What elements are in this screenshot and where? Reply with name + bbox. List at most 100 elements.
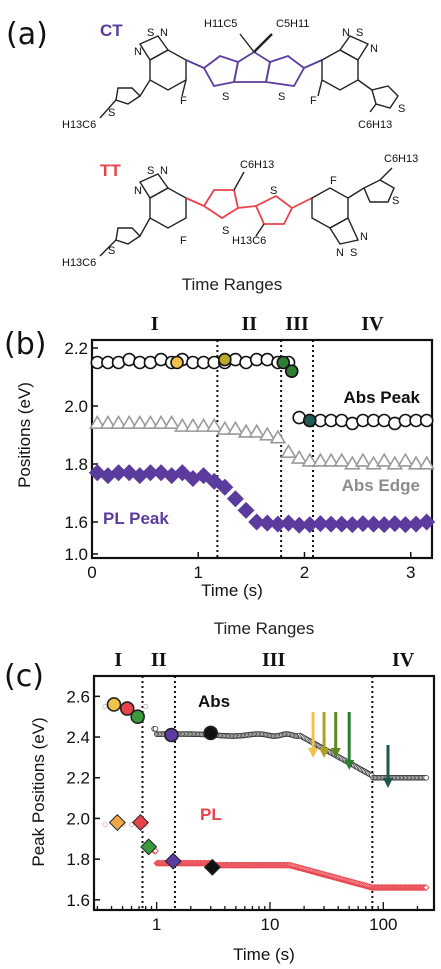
tt-s-left: S [147,165,154,177]
highlight-point [170,355,184,370]
panel-b-xtick-label: 1 [194,563,203,582]
panel-b-series-abs-peak [90,352,434,431]
data-point [205,472,223,490]
panel-b-xtick-label: 2 [300,563,309,582]
highlight-point [284,364,299,379]
ct-thiadiazole-right [338,35,370,61]
panel-c-series-abs [102,703,429,781]
arrow-head [319,748,330,758]
data-point [227,420,244,435]
data-point [237,423,255,438]
ct-h13c6: H13C6 [62,119,96,131]
data-point [102,703,108,710]
panel-c: (c) Time Ranges I II III IV1 10 1001.61.82.02… [4,619,436,964]
ct-thiophene-left [115,87,142,105]
panel-c-xlabel: Time (s) [233,945,295,964]
data-point [226,490,244,508]
highlight-point [164,727,179,743]
tt-s-right: S [350,247,357,259]
panel-a: (a) CT S N N F S H13C6 [6,17,418,269]
panel-b-ytick-label: 1.6 [64,513,88,532]
arrow-head [330,748,341,758]
panel-c-series-pl [102,821,430,892]
panel-c-ytick-label: 2.2 [66,769,90,788]
ct-n-right: N [342,27,350,39]
panel-c-ytick-label: 1.8 [66,850,90,869]
ct-f-left: F [180,95,187,107]
arrow-head [383,778,394,788]
panel-b-xtick-label: 0 [87,563,96,582]
legend-abs: Abs [198,692,230,711]
ct-s-left: S [147,27,154,39]
data-point [110,414,127,430]
panel-c-xtick-label: 10 [261,915,280,934]
ct-h11c5: H11C5 [204,18,237,30]
data-point [280,443,297,459]
panel-c-ytick-label: 1.6 [66,891,90,910]
panel-b-range-I: I [151,313,159,335]
ct-s-core-right: S [278,91,285,103]
panel-c-ylabel: Peak Positions (eV) [29,717,48,866]
data-point [248,423,265,438]
data-point [102,821,108,828]
tt-n-left2: N [134,185,142,197]
ct-n-right2: N [370,43,378,55]
data-point [259,426,276,441]
panel-b-ytick-label: 2.2 [64,339,88,358]
panel-c-letter: (c) [4,659,44,694]
data-point [89,414,106,430]
tt-benzothiadiazole-left [149,187,187,229]
panel-c-range-I: I [114,649,122,671]
data-point [174,417,191,432]
highlight-point [119,701,135,716]
panel-c-frame [92,674,436,912]
data-point [152,414,170,430]
data-point [143,703,149,710]
panel-b-letter: (b) [4,327,46,362]
molecule-tt: TT S N N F S H13C6 C6H13 H13C6 S [62,153,418,269]
tt-c6h13-top: C6H13 [240,159,274,171]
ct-s-right: S [356,27,363,39]
panel-c-ytick-label: 2.6 [66,687,90,706]
ct-s-outer-right: S [398,103,405,115]
data-point [269,429,287,444]
arrow-head [308,748,319,758]
highlight-point [276,355,291,370]
panel-b-xlabel: Time (s) [201,581,263,600]
tt-s-core-right: S [270,185,277,197]
ct-c5h11: C5H11 [276,18,309,30]
data-point [280,514,298,532]
tt-n-left: N [160,165,168,177]
data-point [216,420,234,435]
legend-abs-edge: Abs Edge [342,476,420,495]
data-point [195,417,212,432]
data-point [290,449,308,464]
data-point [216,478,234,496]
data-point [120,414,138,430]
data-point [422,884,430,892]
data-point [163,414,180,430]
molecule-tt-label: TT [100,161,121,180]
panel-b: (b) Time Ranges I II III IV0 1 2 31.01.61.82.0… [4,275,436,600]
legend-pl: PL [200,805,222,824]
data-point [258,514,276,532]
ct-s-outer-left: S [108,107,115,119]
panel-c-ytick-label: 2.0 [66,809,90,828]
panel-c-xtick-label: 1 [152,915,161,934]
tt-h13c6-bottom: H13C6 [232,235,266,247]
panel-b-ytick-label: 2.0 [64,397,88,416]
data-point [195,467,213,485]
highlight-point [106,697,122,712]
highlight-point [131,813,149,832]
ct-s-core-left: S [222,91,229,103]
tt-s-outer-right: S [392,195,399,207]
arrow-head [344,760,355,770]
molecule-ct-label: CT [100,21,123,40]
ct-thiophene-right [371,85,399,109]
highlight-point [203,858,221,876]
panel-b-range-III: III [285,313,309,335]
tt-n-right2: N [360,231,368,243]
data-point [419,413,434,428]
data-point [423,774,429,781]
